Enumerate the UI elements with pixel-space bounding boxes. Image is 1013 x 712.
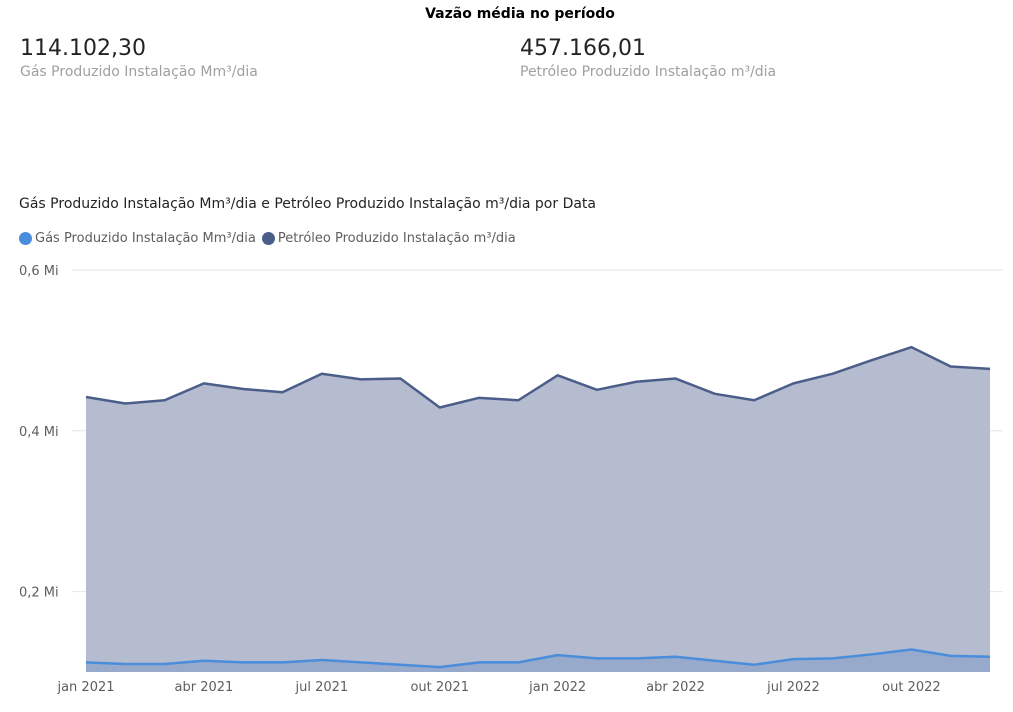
kpi-card-gas: 114.102,30 Gás Produzido Instalação Mm³/… bbox=[20, 36, 258, 80]
oil-area bbox=[86, 347, 990, 672]
x-tick-label: abr 2022 bbox=[646, 680, 705, 695]
y-tick-label: 0,2 Mi bbox=[19, 586, 59, 601]
kpi-label: Petróleo Produzido Instalação m³/dia bbox=[520, 64, 777, 80]
kpi-card-oil: 457.166,01 Petróleo Produzido Instalação… bbox=[520, 36, 776, 80]
legend-label: Petróleo Produzido Instalação m³/dia bbox=[277, 231, 516, 246]
y-tick-label: 0,6 Mi bbox=[19, 264, 59, 279]
x-tick-label: jan 2021 bbox=[56, 680, 114, 695]
gas-series-line bbox=[85, 648, 991, 669]
y-tick-label: 0,4 Mi bbox=[19, 425, 59, 440]
gas-area bbox=[86, 649, 990, 672]
chart-title: Gás Produzido Instalação Mm³/dia e Petró… bbox=[19, 196, 596, 212]
legend-item-oil[interactable]: Petróleo Produzido Instalação m³/dia bbox=[261, 231, 516, 246]
x-tick-label: jul 2021 bbox=[294, 680, 348, 695]
legend-item-gas[interactable]: Gás Produzido Instalação Mm³/dia bbox=[19, 231, 256, 246]
kpi-value: 114.102,30 bbox=[20, 36, 146, 61]
page-title: Vazão média no período bbox=[425, 6, 615, 22]
legend-label: Gás Produzido Instalação Mm³/dia bbox=[35, 231, 256, 246]
x-tick-label: jul 2022 bbox=[766, 680, 820, 695]
oil-series-line bbox=[85, 345, 991, 409]
legend-dot-icon bbox=[19, 232, 32, 245]
kpi-label: Gás Produzido Instalação Mm³/dia bbox=[20, 64, 258, 80]
x-tick-label: out 2021 bbox=[410, 680, 469, 695]
x-tick-label: out 2022 bbox=[882, 680, 941, 695]
legend-dot-icon bbox=[261, 232, 275, 245]
chart-legend: Gás Produzido Instalação Mm³/dia Petróle… bbox=[19, 231, 522, 246]
kpi-value: 457.166,01 bbox=[520, 36, 646, 61]
x-tick-label: abr 2021 bbox=[175, 680, 234, 695]
x-tick-label: jan 2022 bbox=[528, 680, 586, 695]
